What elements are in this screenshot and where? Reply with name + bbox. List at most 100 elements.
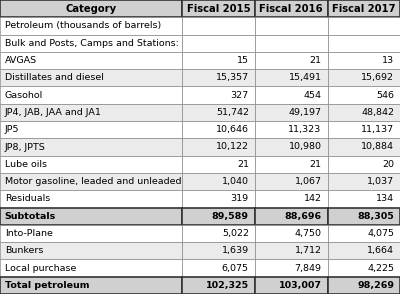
Bar bbox=[0, 190, 182, 208]
Bar bbox=[182, 0, 255, 17]
Bar bbox=[255, 259, 328, 277]
Text: Petroleum (thousands of barrels): Petroleum (thousands of barrels) bbox=[5, 21, 161, 31]
Bar bbox=[255, 138, 328, 156]
Text: 454: 454 bbox=[304, 91, 322, 100]
Bar bbox=[0, 86, 182, 104]
Bar bbox=[0, 35, 182, 52]
Text: 4,225: 4,225 bbox=[367, 263, 394, 273]
Text: 21: 21 bbox=[237, 160, 249, 169]
Bar bbox=[182, 104, 255, 121]
Text: 49,197: 49,197 bbox=[288, 108, 322, 117]
Text: 21: 21 bbox=[310, 56, 322, 65]
Bar bbox=[328, 277, 400, 294]
Bar bbox=[0, 104, 182, 121]
Text: Category: Category bbox=[66, 4, 116, 14]
Text: 88,305: 88,305 bbox=[357, 212, 394, 221]
Text: 51,742: 51,742 bbox=[216, 108, 249, 117]
Text: Total petroleum: Total petroleum bbox=[5, 281, 89, 290]
Bar bbox=[255, 225, 328, 242]
Bar bbox=[0, 0, 182, 17]
Bar bbox=[255, 86, 328, 104]
Text: Lube oils: Lube oils bbox=[5, 160, 47, 169]
Bar bbox=[182, 259, 255, 277]
Text: Residuals: Residuals bbox=[5, 194, 50, 203]
Bar bbox=[0, 277, 182, 294]
Bar bbox=[255, 69, 328, 86]
Bar bbox=[328, 190, 400, 208]
Bar bbox=[328, 138, 400, 156]
Bar bbox=[328, 121, 400, 138]
Text: 7,849: 7,849 bbox=[294, 263, 322, 273]
Bar bbox=[0, 52, 182, 69]
Bar bbox=[328, 104, 400, 121]
Text: 10,884: 10,884 bbox=[361, 143, 394, 151]
Bar bbox=[182, 35, 255, 52]
Text: 21: 21 bbox=[310, 160, 322, 169]
Bar bbox=[328, 69, 400, 86]
Text: JP4, JAB, JAA and JA1: JP4, JAB, JAA and JA1 bbox=[5, 108, 102, 117]
Text: JP8, JPTS: JP8, JPTS bbox=[5, 143, 46, 151]
Text: 142: 142 bbox=[304, 194, 322, 203]
Bar bbox=[255, 0, 328, 17]
Text: 546: 546 bbox=[376, 91, 394, 100]
Text: 11,137: 11,137 bbox=[361, 125, 394, 134]
Text: 11,323: 11,323 bbox=[288, 125, 322, 134]
Text: 10,980: 10,980 bbox=[288, 143, 322, 151]
Bar bbox=[0, 173, 182, 190]
Bar bbox=[255, 173, 328, 190]
Text: 1,067: 1,067 bbox=[294, 177, 322, 186]
Text: 15: 15 bbox=[237, 56, 249, 65]
Bar bbox=[182, 52, 255, 69]
Bar bbox=[328, 225, 400, 242]
Text: AVGAS: AVGAS bbox=[5, 56, 37, 65]
Bar bbox=[328, 17, 400, 35]
Text: Fiscal 2017: Fiscal 2017 bbox=[332, 4, 396, 14]
Text: 1,037: 1,037 bbox=[367, 177, 394, 186]
Text: 5,022: 5,022 bbox=[222, 229, 249, 238]
Text: Bulk and Posts, Camps and Stations:: Bulk and Posts, Camps and Stations: bbox=[5, 39, 179, 48]
Text: 4,750: 4,750 bbox=[294, 229, 322, 238]
Text: 134: 134 bbox=[376, 194, 394, 203]
Text: 10,646: 10,646 bbox=[216, 125, 249, 134]
Text: 15,491: 15,491 bbox=[288, 73, 322, 82]
Bar bbox=[182, 86, 255, 104]
Text: 327: 327 bbox=[231, 91, 249, 100]
Bar bbox=[328, 156, 400, 173]
Text: 10,122: 10,122 bbox=[216, 143, 249, 151]
Bar bbox=[255, 17, 328, 35]
Bar bbox=[328, 259, 400, 277]
Bar bbox=[255, 208, 328, 225]
Bar bbox=[182, 17, 255, 35]
Text: 20: 20 bbox=[382, 160, 394, 169]
Text: Distillates and diesel: Distillates and diesel bbox=[5, 73, 104, 82]
Bar bbox=[0, 138, 182, 156]
Bar bbox=[182, 69, 255, 86]
Bar bbox=[0, 259, 182, 277]
Text: 88,696: 88,696 bbox=[284, 212, 322, 221]
Bar bbox=[255, 52, 328, 69]
Bar bbox=[255, 35, 328, 52]
Text: Subtotals: Subtotals bbox=[5, 212, 56, 221]
Bar bbox=[182, 242, 255, 259]
Bar bbox=[255, 121, 328, 138]
Bar bbox=[182, 225, 255, 242]
Bar bbox=[182, 277, 255, 294]
Bar bbox=[182, 121, 255, 138]
Text: 15,692: 15,692 bbox=[361, 73, 394, 82]
Bar bbox=[0, 121, 182, 138]
Bar bbox=[182, 138, 255, 156]
Text: 48,842: 48,842 bbox=[361, 108, 394, 117]
Text: 15,357: 15,357 bbox=[216, 73, 249, 82]
Bar bbox=[328, 208, 400, 225]
Bar bbox=[0, 208, 182, 225]
Text: Fiscal 2016: Fiscal 2016 bbox=[259, 4, 323, 14]
Bar bbox=[328, 86, 400, 104]
Text: Bunkers: Bunkers bbox=[5, 246, 43, 255]
Text: 1,664: 1,664 bbox=[367, 246, 394, 255]
Bar bbox=[328, 35, 400, 52]
Bar bbox=[0, 225, 182, 242]
Bar bbox=[255, 156, 328, 173]
Text: Fiscal 2015: Fiscal 2015 bbox=[186, 4, 250, 14]
Text: 98,269: 98,269 bbox=[357, 281, 394, 290]
Bar bbox=[328, 52, 400, 69]
